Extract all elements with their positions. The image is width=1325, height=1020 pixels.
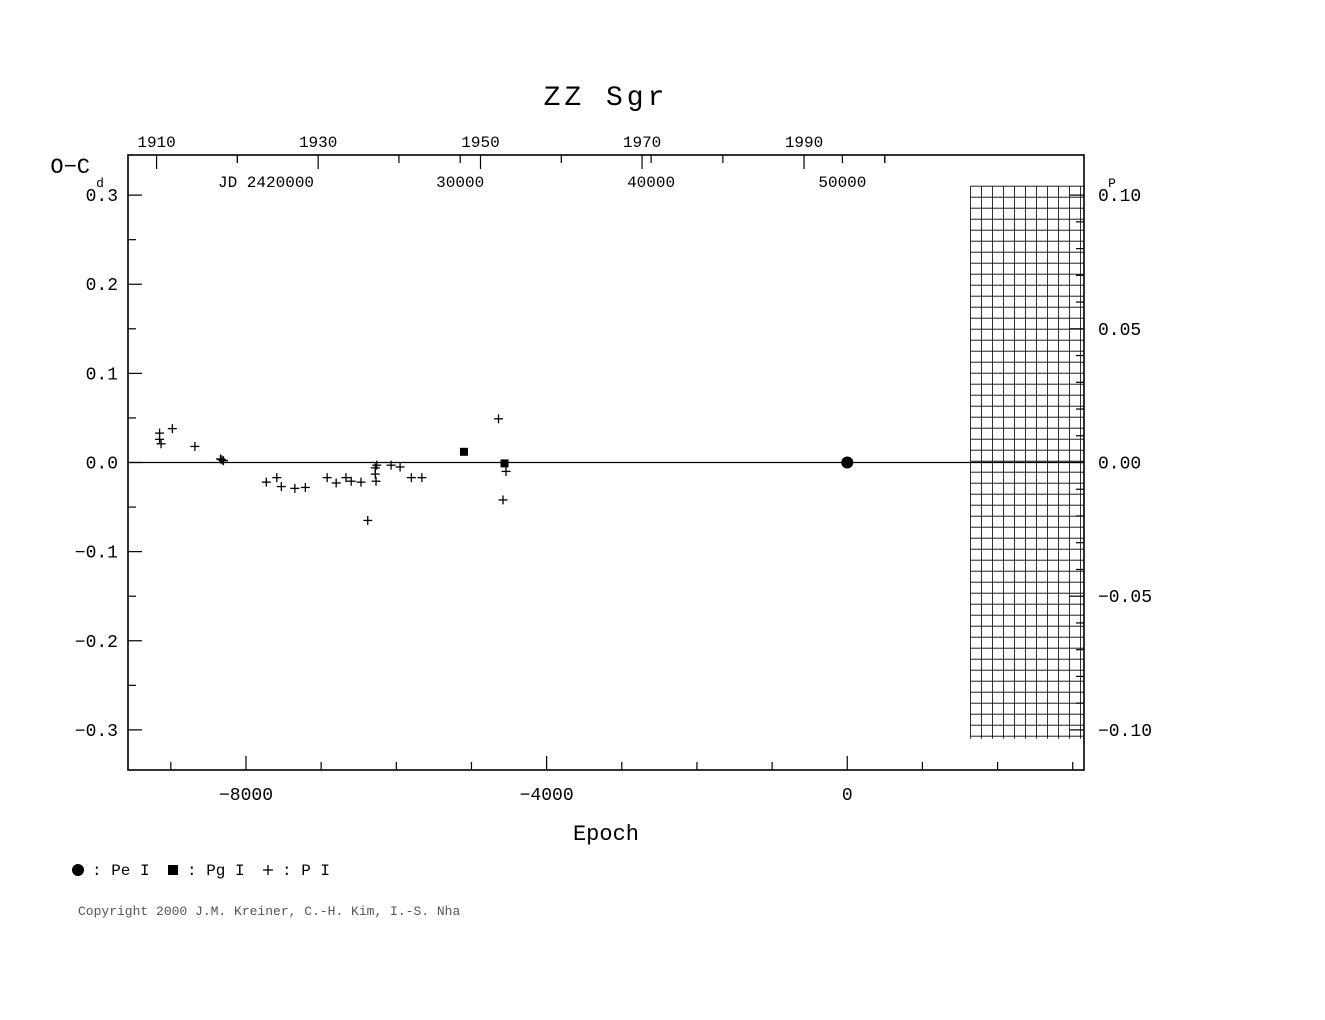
legend-label: : P I: [282, 862, 330, 880]
svg-text:d: d: [96, 176, 104, 191]
jd-label: JD 2420000: [218, 174, 314, 192]
y-tick-left-label: −0.2: [75, 633, 118, 653]
y-tick-right-label: −0.10: [1098, 722, 1152, 742]
x-axis-top-years: [157, 155, 885, 169]
oc-chart-svg: −8000−40000Epoch0.30.20.10.0−0.1−0.2−0.3…: [0, 0, 1325, 1020]
y-axis-left: [128, 195, 142, 730]
x-tick-label: −4000: [520, 786, 574, 806]
legend: : Pe I : Pg I : P I: [72, 862, 330, 880]
x-axis-label: Epoch: [573, 822, 639, 847]
x-axis-bottom: [171, 756, 1073, 770]
jd-tick-label: 30000: [436, 174, 484, 192]
series-circle: [841, 457, 853, 469]
y-tick-left-label: 0.0: [86, 455, 118, 475]
y-axis-right: [1070, 195, 1084, 730]
y-tick-left-label: −0.3: [75, 722, 118, 742]
series-plus: [155, 414, 510, 525]
svg-text:P: P: [1108, 176, 1116, 191]
x-tick-label: 0: [842, 786, 853, 806]
y-tick-right-label: 0.00: [1098, 455, 1141, 475]
legend-label: : Pg I: [187, 862, 245, 880]
year-tick-label: 1910: [137, 134, 175, 152]
legend-label: : Pe I: [92, 862, 150, 880]
x-tick-label: −8000: [219, 786, 273, 806]
y-tick-right-label: 0.05: [1098, 321, 1141, 341]
year-tick-label: 1930: [299, 134, 337, 152]
copyright-text: Copyright 2000 J.M. Kreiner, C.-H. Kim, …: [78, 904, 460, 919]
chart-title: ZZ Sgr: [544, 83, 669, 114]
y-tick-right-label: 0.10: [1098, 187, 1141, 207]
y-tick-left-label: −0.1: [75, 544, 118, 564]
jd-tick-label: 50000: [818, 174, 866, 192]
year-tick-label: 1990: [785, 134, 823, 152]
y-axis-left-label: O−C: [50, 155, 90, 180]
jd-tick-label: 40000: [627, 174, 675, 192]
y-tick-right-label: −0.05: [1098, 588, 1152, 608]
chart-container: −8000−40000Epoch0.30.20.10.0−0.1−0.2−0.3…: [0, 0, 1325, 1020]
year-tick-label: 1950: [461, 134, 499, 152]
year-tick-label: 1970: [623, 134, 661, 152]
legend-marker-square: [168, 865, 178, 875]
y-tick-left-label: 0.2: [86, 276, 118, 296]
legend-marker-circle: [72, 864, 84, 876]
series-square: [460, 448, 509, 468]
y-tick-left-label: 0.1: [86, 365, 118, 385]
